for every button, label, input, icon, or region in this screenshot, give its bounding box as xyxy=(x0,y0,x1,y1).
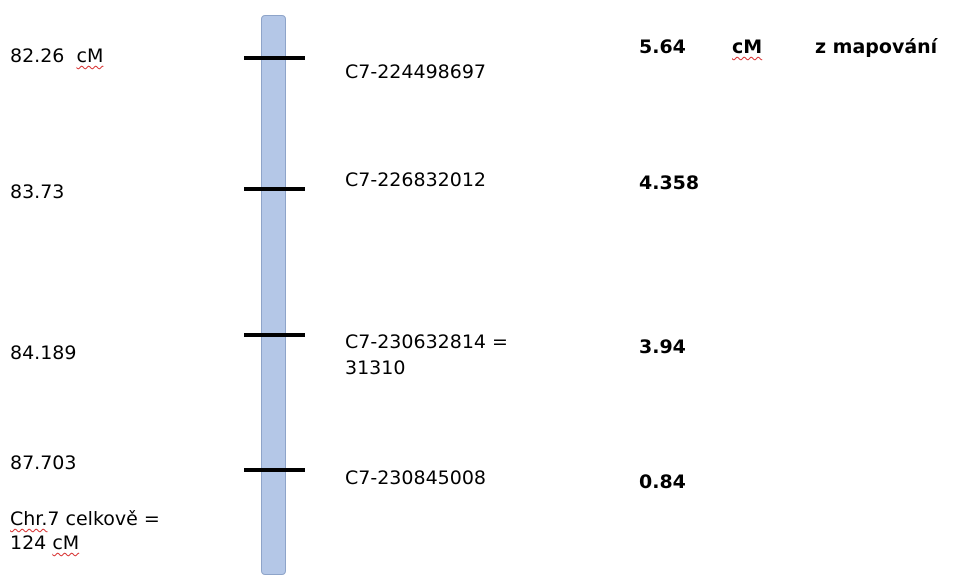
marker-tick xyxy=(244,333,305,337)
marker-name-4: C7-230845008 xyxy=(345,467,487,489)
distance-value-1: 5.64 xyxy=(639,36,686,58)
chromosome-total-value: 124 xyxy=(10,532,47,554)
distance-unit: cM xyxy=(732,36,763,58)
position-label-3: 84.189 xyxy=(10,342,77,364)
chromosome-abbr: Chr. xyxy=(10,508,48,530)
marker-tick xyxy=(244,187,305,191)
marker-tick xyxy=(244,56,305,60)
marker-tick xyxy=(244,468,305,472)
position-label-4: 87.703 xyxy=(10,452,77,474)
distance-value-4: 0.84 xyxy=(639,471,686,493)
chromosome-total-text: 7 celkově = xyxy=(47,508,160,530)
distance-value-3: 3.94 xyxy=(639,336,686,358)
chromosome-bar xyxy=(261,15,286,575)
position-label-2: 83.73 xyxy=(10,181,65,203)
marker-name-2: C7-226832012 xyxy=(345,169,487,191)
distance-value-2: 4.358 xyxy=(639,172,700,194)
chromosome-total-unit: cM xyxy=(52,532,80,554)
chromosome-total-line-1: Chr.7 celkově = xyxy=(10,507,160,531)
mapping-note: z mapování xyxy=(815,36,938,58)
position-unit: cM xyxy=(76,45,104,67)
chromosome-total-line-2: 124 cM xyxy=(10,531,79,555)
marker-name-3-line-2: 31310 xyxy=(345,357,406,379)
position-value: 82.26 xyxy=(10,45,65,67)
marker-name-3-line-1: C7-230632814 = xyxy=(345,331,508,353)
marker-name-1: C7-224498697 xyxy=(345,61,487,83)
position-label-1: 82.26 cM xyxy=(10,44,103,68)
